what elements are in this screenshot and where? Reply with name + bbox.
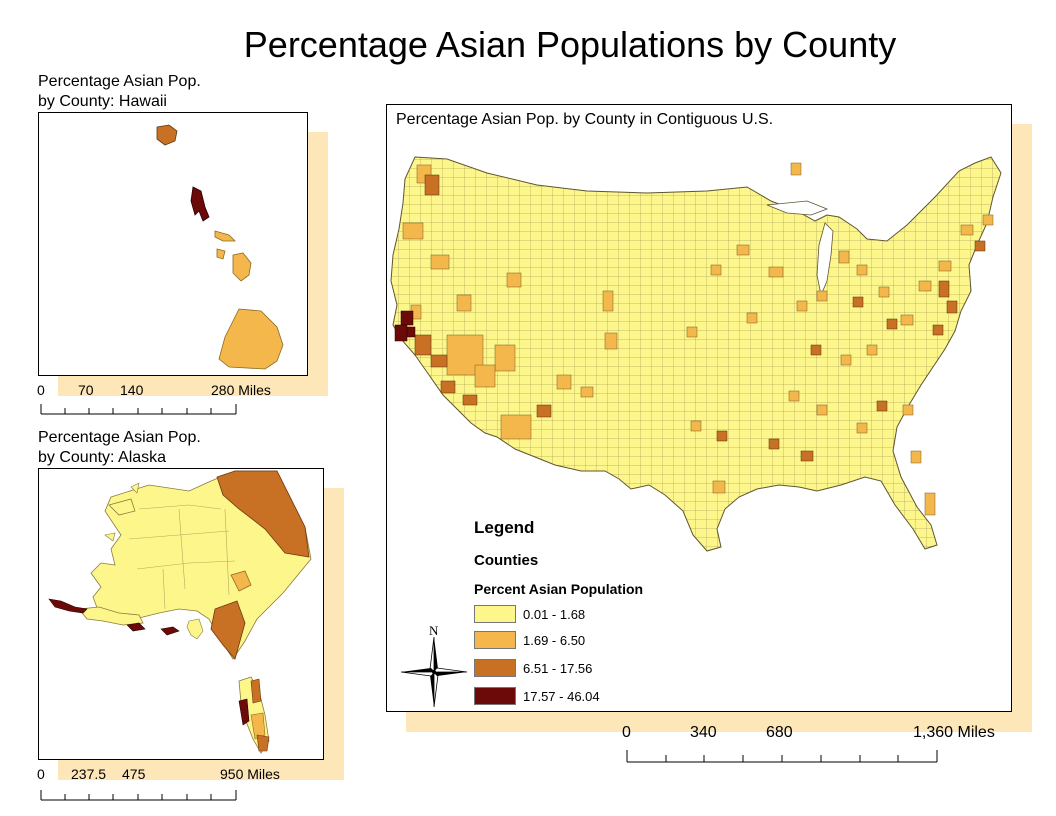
hawaii-island-lanai [216, 248, 226, 260]
alaska-scale-label-2: 475 [122, 766, 146, 782]
alaska-st-lawrence [104, 532, 116, 542]
legend-title: Legend [474, 518, 535, 537]
legend-swatch-class3 [474, 659, 516, 677]
main-scale-bar [626, 750, 938, 763]
alaska-scale-bar [40, 790, 237, 801]
north-arrow-icon [400, 636, 468, 708]
alaska-panhandle-low [256, 734, 270, 752]
alaska-borough-darkorange-south [210, 600, 246, 660]
alaska-scale-label-0: 0 [37, 766, 45, 782]
hawaii-scale-label-0: 0 [37, 382, 45, 398]
hawaii-title-line1: Percentage Asian Pop. [38, 73, 201, 90]
legend-layer-name: Counties [474, 552, 539, 569]
hawaii-island-oahu [190, 186, 210, 222]
legend-label-class1: 0.01 - 1.68 [523, 607, 586, 622]
alaska-map [48, 470, 312, 754]
hawaii-map-frame [38, 112, 308, 376]
hawaii-scale-label-2: 140 [120, 382, 144, 398]
legend-label-class2: 1.69 - 6.50 [523, 633, 586, 648]
alaska-kodiak [186, 618, 204, 640]
legend-swatch-class1 [474, 605, 516, 623]
alaska-peninsula [78, 606, 144, 626]
map-title: Percentage Asian Populations by County [243, 24, 897, 65]
class4-counties [394, 310, 416, 342]
alaska-north-isle [130, 482, 140, 494]
main-map-frame: Percentage Asian Pop. by County in Conti… [386, 104, 1012, 712]
main-scale-label-0: 0 [622, 724, 631, 741]
hawaii-scale-label-3: 280 Miles [211, 382, 271, 398]
legend-label-class4: 17.57 - 46.04 [523, 689, 600, 704]
alaska-scale-label-3: 950 Miles [220, 766, 280, 782]
main-scale-label-3: 1,360 Miles [913, 724, 995, 741]
hawaii-island-molokai [214, 230, 236, 242]
alaska-aleutians-east [126, 622, 146, 632]
legend-label-class3: 6.51 - 17.56 [523, 661, 593, 676]
lake-superior [766, 200, 829, 216]
alaska-aleutians-west [48, 598, 88, 614]
main-scale-label-2: 680 [766, 724, 793, 741]
alaska-map-frame [38, 468, 324, 760]
hawaii-scale-bar [40, 404, 237, 415]
alaska-seward [108, 498, 136, 516]
legend-swatch-class4 [474, 687, 516, 705]
alaska-borough-orange-center [230, 570, 252, 592]
hawaii-title-line2: by County: Hawaii [38, 93, 167, 110]
alaska-panhandle-mid [250, 712, 266, 740]
hawaii-island-maui [232, 252, 252, 282]
main-scale-label-1: 340 [690, 724, 717, 741]
hawaii-scale-label-1: 70 [78, 382, 94, 398]
alaska-title-line2: by County: Alaska [38, 449, 167, 466]
class3-counties [414, 174, 986, 462]
alaska-title: Percentage Asian Pop. by County: Alaska [38, 428, 201, 468]
north-arrow-label: N [429, 623, 439, 638]
legend-field-name: Percent Asian Population [474, 581, 644, 597]
contiguous-us-map [390, 156, 1002, 552]
hawaii-island-kauai [156, 124, 178, 146]
hawaii-title: Percentage Asian Pop. by County: Hawaii [38, 72, 201, 112]
legend-swatch-class2 [474, 631, 516, 649]
alaska-borough-borders [128, 504, 236, 610]
alaska-panhandle-dark [238, 698, 250, 726]
alaska-title-line1: Percentage Asian Pop. [38, 429, 201, 446]
hawaii-map [156, 124, 284, 370]
alaska-scale-label-1: 237.5 [71, 766, 107, 782]
main-map-title: Percentage Asian Pop. by County in Conti… [396, 111, 774, 128]
alaska-borough-darkorange-north [216, 470, 310, 558]
hawaii-island-big-island [218, 308, 284, 370]
alaska-panhandle-orange [250, 678, 262, 704]
alaska-kodiak-dark [160, 626, 180, 636]
lake-michigan [816, 222, 834, 297]
class2-counties [402, 162, 994, 516]
